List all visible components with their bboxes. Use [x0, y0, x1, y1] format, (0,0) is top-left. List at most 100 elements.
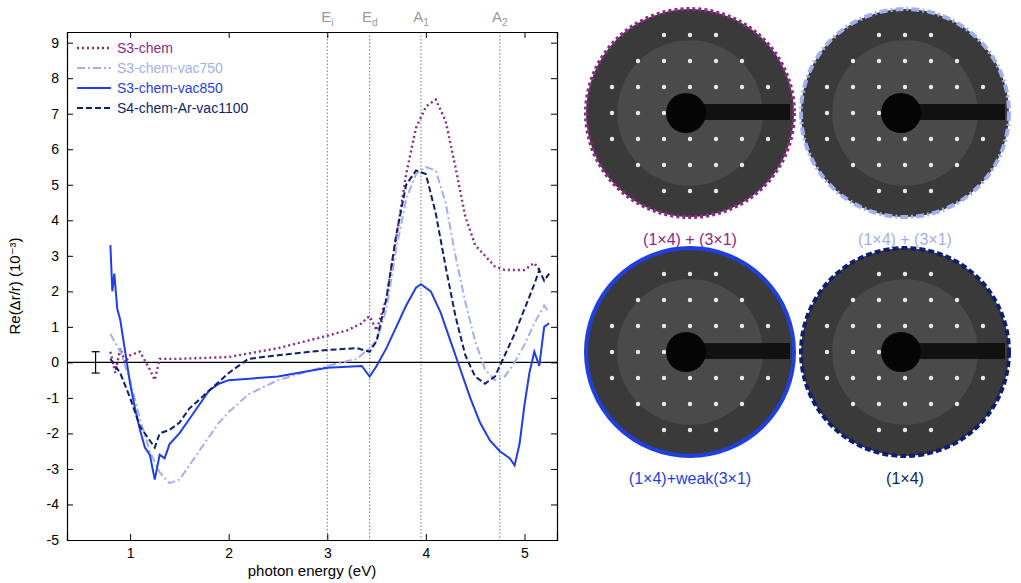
leed-spot	[929, 428, 933, 432]
leed-spot	[851, 376, 855, 380]
leed-spot	[903, 272, 907, 276]
leed-spot	[877, 163, 881, 167]
leed-spot	[929, 33, 933, 37]
error-bar-cap	[92, 372, 100, 373]
leed-spot	[877, 428, 881, 432]
leed-spot	[610, 350, 614, 354]
leed-spot	[766, 85, 770, 89]
leed-screen	[586, 248, 794, 456]
series-line	[110, 171, 549, 448]
leed-spot	[929, 189, 933, 193]
tick-label: -1	[47, 390, 60, 406]
tick-label: 0	[51, 354, 59, 370]
leed-spot	[636, 298, 640, 302]
leed-image	[801, 9, 1009, 217]
leed-spot	[851, 111, 855, 115]
leed-spot	[903, 59, 907, 63]
tick-mark	[67, 43, 73, 44]
leed-border	[801, 9, 1009, 217]
tick-mark	[551, 504, 557, 505]
leed-spot	[740, 298, 744, 302]
leed-spot	[903, 402, 907, 406]
leed-spot	[662, 189, 666, 193]
tick: 5	[521, 534, 529, 561]
tick-mark	[67, 256, 73, 257]
leed-spot	[825, 137, 829, 141]
axis-line	[551, 33, 558, 541]
leed-spot	[981, 85, 985, 89]
tick-mark	[67, 220, 73, 221]
leed-spot	[877, 33, 881, 37]
tick: 5	[51, 177, 73, 193]
tick: -3	[47, 461, 73, 477]
legend-label: S3-chem	[117, 40, 173, 56]
leed-spot	[955, 137, 959, 141]
tick	[551, 433, 557, 434]
tick-mark	[551, 362, 557, 363]
leed-spot	[740, 324, 744, 328]
leed-screen	[801, 9, 1009, 217]
tick: 3	[51, 248, 73, 264]
y-axis-title: Re(Δr/r) (10⁻³)	[6, 237, 23, 334]
leed-spot	[714, 272, 718, 276]
leed-spot	[636, 402, 640, 406]
leed-spot	[636, 163, 640, 167]
tick	[551, 398, 557, 399]
leed-spot	[688, 189, 692, 193]
vline-label-sub: 2	[502, 17, 508, 28]
tick-mark	[67, 327, 73, 328]
legend-swatch	[77, 107, 111, 109]
tick-label: 8	[51, 70, 59, 86]
tick-mark	[130, 32, 131, 38]
tick	[524, 32, 525, 38]
leed-spot	[851, 350, 855, 354]
legend-entry: S4-chem-Ar-vac1100	[77, 100, 248, 116]
tick-mark	[67, 540, 73, 541]
leed-spot	[662, 298, 666, 302]
tick-label: 4	[422, 545, 430, 561]
vline-label-sub: d	[372, 17, 378, 28]
tick-mark	[67, 469, 73, 470]
legend: S3-chemS3-chem-vac750S3-chem-vac850S4-ch…	[77, 40, 248, 116]
leed-spot	[688, 137, 692, 141]
vline	[499, 32, 500, 540]
legend-label: S4-chem-Ar-vac1100	[117, 100, 248, 116]
series-line	[110, 167, 549, 483]
x-axis: 12345	[68, 534, 558, 561]
leed-spot	[688, 402, 692, 406]
leed-spot	[877, 402, 881, 406]
tick	[426, 32, 427, 38]
tick	[551, 469, 557, 470]
leed-spot	[610, 137, 614, 141]
leed-spot	[636, 350, 640, 354]
leed-spot	[825, 350, 829, 354]
leed-spot	[688, 428, 692, 432]
tick-label: 5	[521, 545, 529, 561]
leed-spot	[662, 376, 666, 380]
leed-spot	[636, 59, 640, 63]
tick: -5	[47, 532, 73, 548]
leed-spot	[903, 189, 907, 193]
y-axis-right	[551, 33, 558, 541]
leed-caption: (1×4) + (3×1)	[643, 231, 737, 248]
tick	[551, 291, 557, 292]
tick-mark	[551, 78, 557, 79]
tick: 8	[51, 70, 73, 86]
leed-screen	[586, 9, 794, 217]
tick-label: -5	[47, 532, 60, 548]
leed-spot	[636, 324, 640, 328]
leed-spot	[981, 324, 985, 328]
tick-mark	[327, 32, 328, 38]
leed-spot	[877, 189, 881, 193]
leed-spot	[662, 428, 666, 432]
leed-spot	[955, 298, 959, 302]
leed-spot	[688, 324, 692, 328]
leed-spot	[877, 85, 881, 89]
leed-spot	[825, 85, 829, 89]
leed-images: (1×4) + (3×1)(1×4) + (3×1)(1×4)+weak(3×1…	[586, 9, 1009, 487]
leed-spot	[688, 298, 692, 302]
leed-spot	[929, 298, 933, 302]
vline	[369, 32, 370, 540]
tick: 1	[51, 319, 73, 335]
tick-mark	[551, 327, 557, 328]
